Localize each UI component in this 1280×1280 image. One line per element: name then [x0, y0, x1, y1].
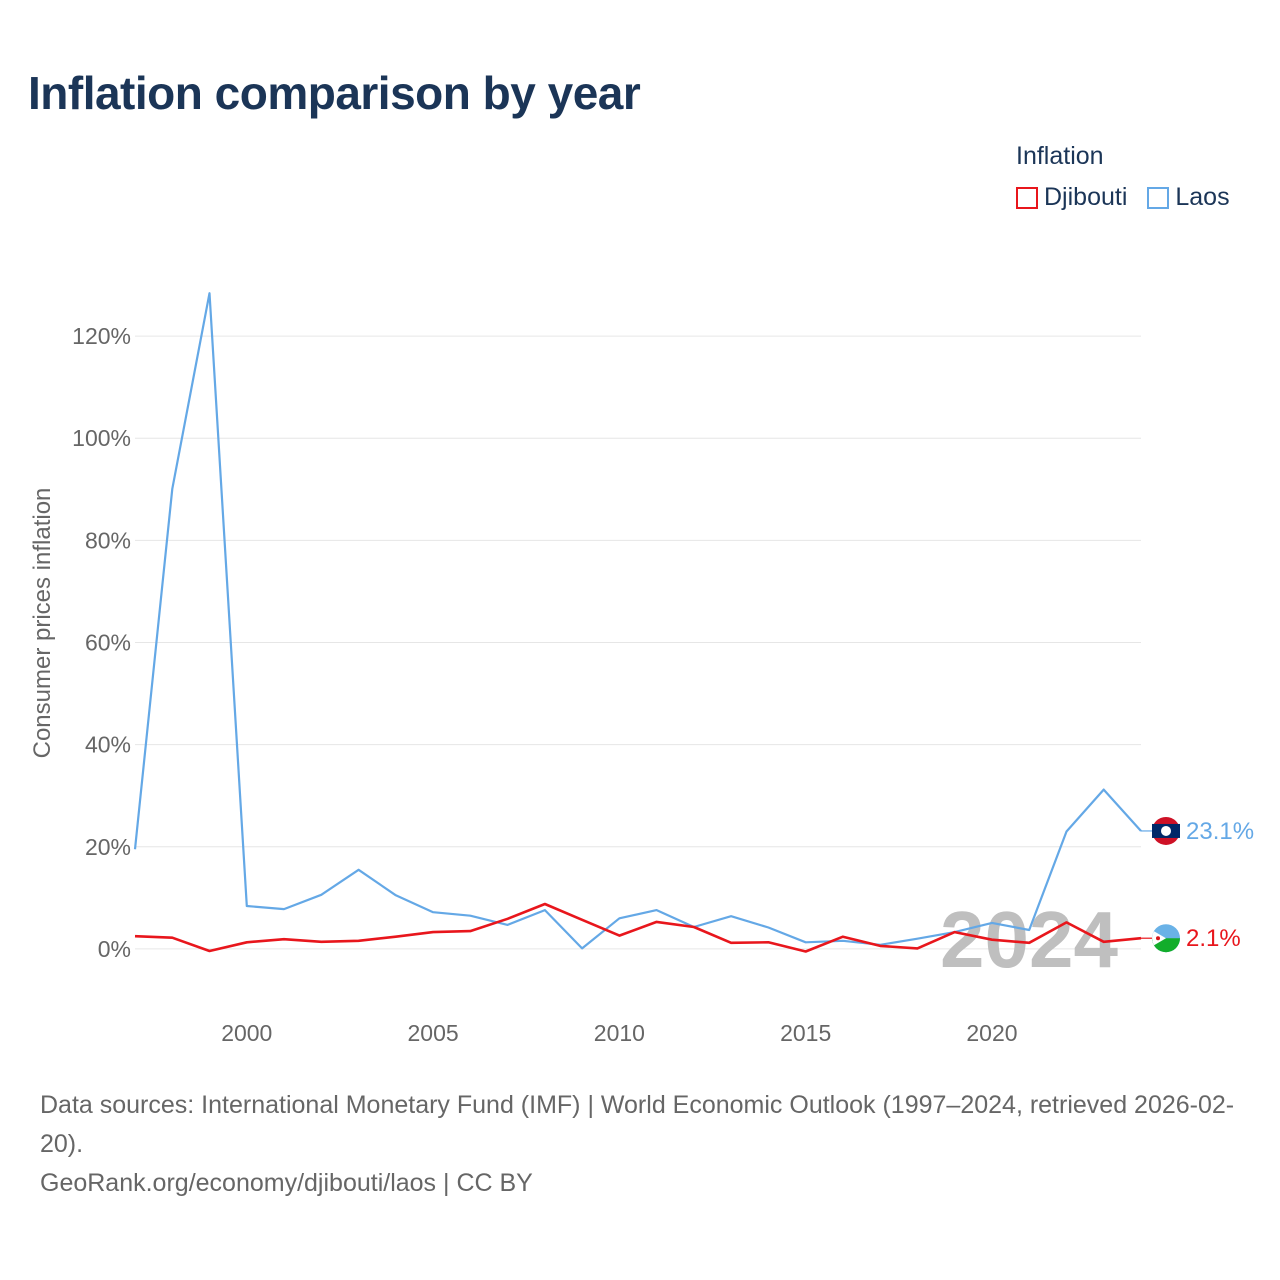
- x-tick-2005: 2005: [407, 1020, 458, 1046]
- data-point-laos-2015[interactable]: [803, 940, 808, 945]
- data-point-laos-2013[interactable]: [729, 914, 734, 919]
- page-title: Inflation comparison by year: [28, 67, 641, 119]
- x-tick-2010: 2010: [594, 1020, 645, 1046]
- y-tick-120: 120%: [72, 323, 131, 349]
- end-markers: 23.1% 2.1%: [1141, 816, 1254, 953]
- data-point-laos-2005[interactable]: [431, 910, 436, 915]
- data-point-laos-2002[interactable]: [319, 892, 324, 897]
- data-point-laos-2018[interactable]: [915, 936, 920, 941]
- data-point-laos-1997[interactable]: [133, 847, 138, 852]
- x-tick-labels: 2000 2005 2010 2015 2020: [221, 1020, 1017, 1046]
- x-tick-2000: 2000: [221, 1020, 272, 1046]
- data-point-djibouti-2017[interactable]: [878, 943, 883, 948]
- flag-icon-djibouti: [1152, 924, 1180, 953]
- data-point-djibouti-2018[interactable]: [915, 946, 920, 951]
- inflation-line-chart: 0%20%40%60%80%100%120% 2000 2005 2010 2015 2…: [29, 291, 1254, 1046]
- x-tick-2020: 2020: [966, 1020, 1017, 1046]
- data-point-djibouti-2021[interactable]: [1027, 940, 1032, 945]
- series-line-laos[interactable]: [133, 292, 1142, 950]
- data-point-laos-2022[interactable]: [1064, 829, 1069, 834]
- y-tick-0: 0%: [98, 936, 131, 962]
- data-point-djibouti-2019[interactable]: [952, 930, 957, 935]
- footer: Data sources: International Monetary Fun…: [40, 1086, 1250, 1203]
- data-point-laos-1999[interactable]: [207, 291, 212, 296]
- grid-lines: [135, 335, 1141, 950]
- data-point-laos-2003[interactable]: [356, 867, 361, 872]
- data-point-laos-2011[interactable]: [654, 908, 659, 913]
- data-point-djibouti-2004[interactable]: [393, 934, 398, 939]
- legend-swatch-djibouti: [1016, 186, 1038, 209]
- data-point-djibouti-2022[interactable]: [1064, 920, 1069, 925]
- data-point-djibouti-1998[interactable]: [170, 935, 175, 940]
- data-point-laos-2021[interactable]: [1027, 928, 1032, 933]
- data-point-djibouti-2009[interactable]: [580, 917, 585, 922]
- legend-label-laos: Laos: [1175, 183, 1230, 211]
- series-line-djibouti[interactable]: [134, 902, 1142, 953]
- end-label-djibouti: 2.1%: [1186, 925, 1241, 952]
- data-point-laos-2010[interactable]: [617, 916, 622, 921]
- y-tick-40: 40%: [85, 732, 131, 758]
- data-point-laos-2020[interactable]: [989, 920, 994, 925]
- data-point-djibouti-1997[interactable]: [133, 934, 138, 939]
- data-point-laos-2008[interactable]: [542, 908, 547, 913]
- data-point-laos-2006[interactable]: [468, 913, 473, 918]
- data-point-laos-2023[interactable]: [1101, 787, 1106, 792]
- data-point-djibouti-2023[interactable]: [1101, 939, 1106, 944]
- data-point-laos-2007[interactable]: [505, 922, 510, 927]
- data-point-djibouti-2020[interactable]: [989, 937, 994, 942]
- data-point-laos-2001[interactable]: [282, 907, 287, 912]
- data-point-djibouti-2013[interactable]: [729, 940, 734, 945]
- data-point-laos-2004[interactable]: [393, 893, 398, 898]
- data-point-djibouti-2014[interactable]: [766, 940, 771, 945]
- data-point-djibouti-2006[interactable]: [468, 929, 473, 934]
- data-point-djibouti-2005[interactable]: [431, 930, 436, 935]
- series-lines: [133, 291, 1142, 954]
- y-tick-20: 20%: [85, 834, 131, 860]
- end-label-laos: 23.1%: [1186, 818, 1254, 845]
- x-tick-2015: 2015: [780, 1020, 831, 1046]
- data-point-laos-1998[interactable]: [170, 486, 175, 491]
- legend-swatch-laos: [1147, 186, 1170, 209]
- data-point-djibouti-2016[interactable]: [840, 934, 845, 939]
- y-tick-labels: 0% 20% 40% 60% 80% 100% 120%: [72, 323, 131, 962]
- data-point-djibouti-2012[interactable]: [691, 924, 696, 929]
- y-tick-80: 80%: [85, 527, 131, 553]
- legend-label-djibouti: Djibouti: [1044, 183, 1128, 211]
- data-point-laos-2009[interactable]: [580, 946, 585, 951]
- data-point-djibouti-2007[interactable]: [505, 916, 510, 921]
- y-tick-100: 100%: [72, 425, 131, 451]
- data-point-djibouti-2008[interactable]: [542, 901, 547, 906]
- legend-item-djibouti[interactable]: Djibouti: [1016, 183, 1127, 212]
- legend: Inflation Djibouti Laos: [1016, 142, 1230, 212]
- data-point-djibouti-2000[interactable]: [244, 940, 249, 945]
- data-point-djibouti-2011[interactable]: [654, 919, 659, 924]
- data-point-djibouti-2002[interactable]: [319, 939, 324, 944]
- y-tick-60: 60%: [85, 630, 131, 656]
- year-watermark: 2024: [940, 895, 1118, 984]
- y-axis-label: Consumer prices inflation: [29, 488, 56, 759]
- data-point-laos-2014[interactable]: [766, 925, 771, 930]
- data-point-djibouti-2015[interactable]: [803, 949, 808, 954]
- credit-link[interactable]: GeoRank.org/economy/djibouti/laos | CC B…: [40, 1169, 533, 1197]
- data-point-djibouti-2001[interactable]: [282, 937, 287, 942]
- data-point-laos-2000[interactable]: [244, 904, 249, 909]
- data-point-djibouti-2010[interactable]: [617, 933, 622, 938]
- flag-icon-laos: [1152, 816, 1180, 845]
- legend-item-laos[interactable]: Laos: [1147, 183, 1230, 212]
- data-point-djibouti-1999[interactable]: [207, 948, 212, 953]
- legend-title: Inflation: [1016, 142, 1104, 170]
- data-sources: Data sources: International Monetary Fun…: [40, 1091, 1235, 1158]
- data-point-djibouti-2003[interactable]: [356, 938, 361, 943]
